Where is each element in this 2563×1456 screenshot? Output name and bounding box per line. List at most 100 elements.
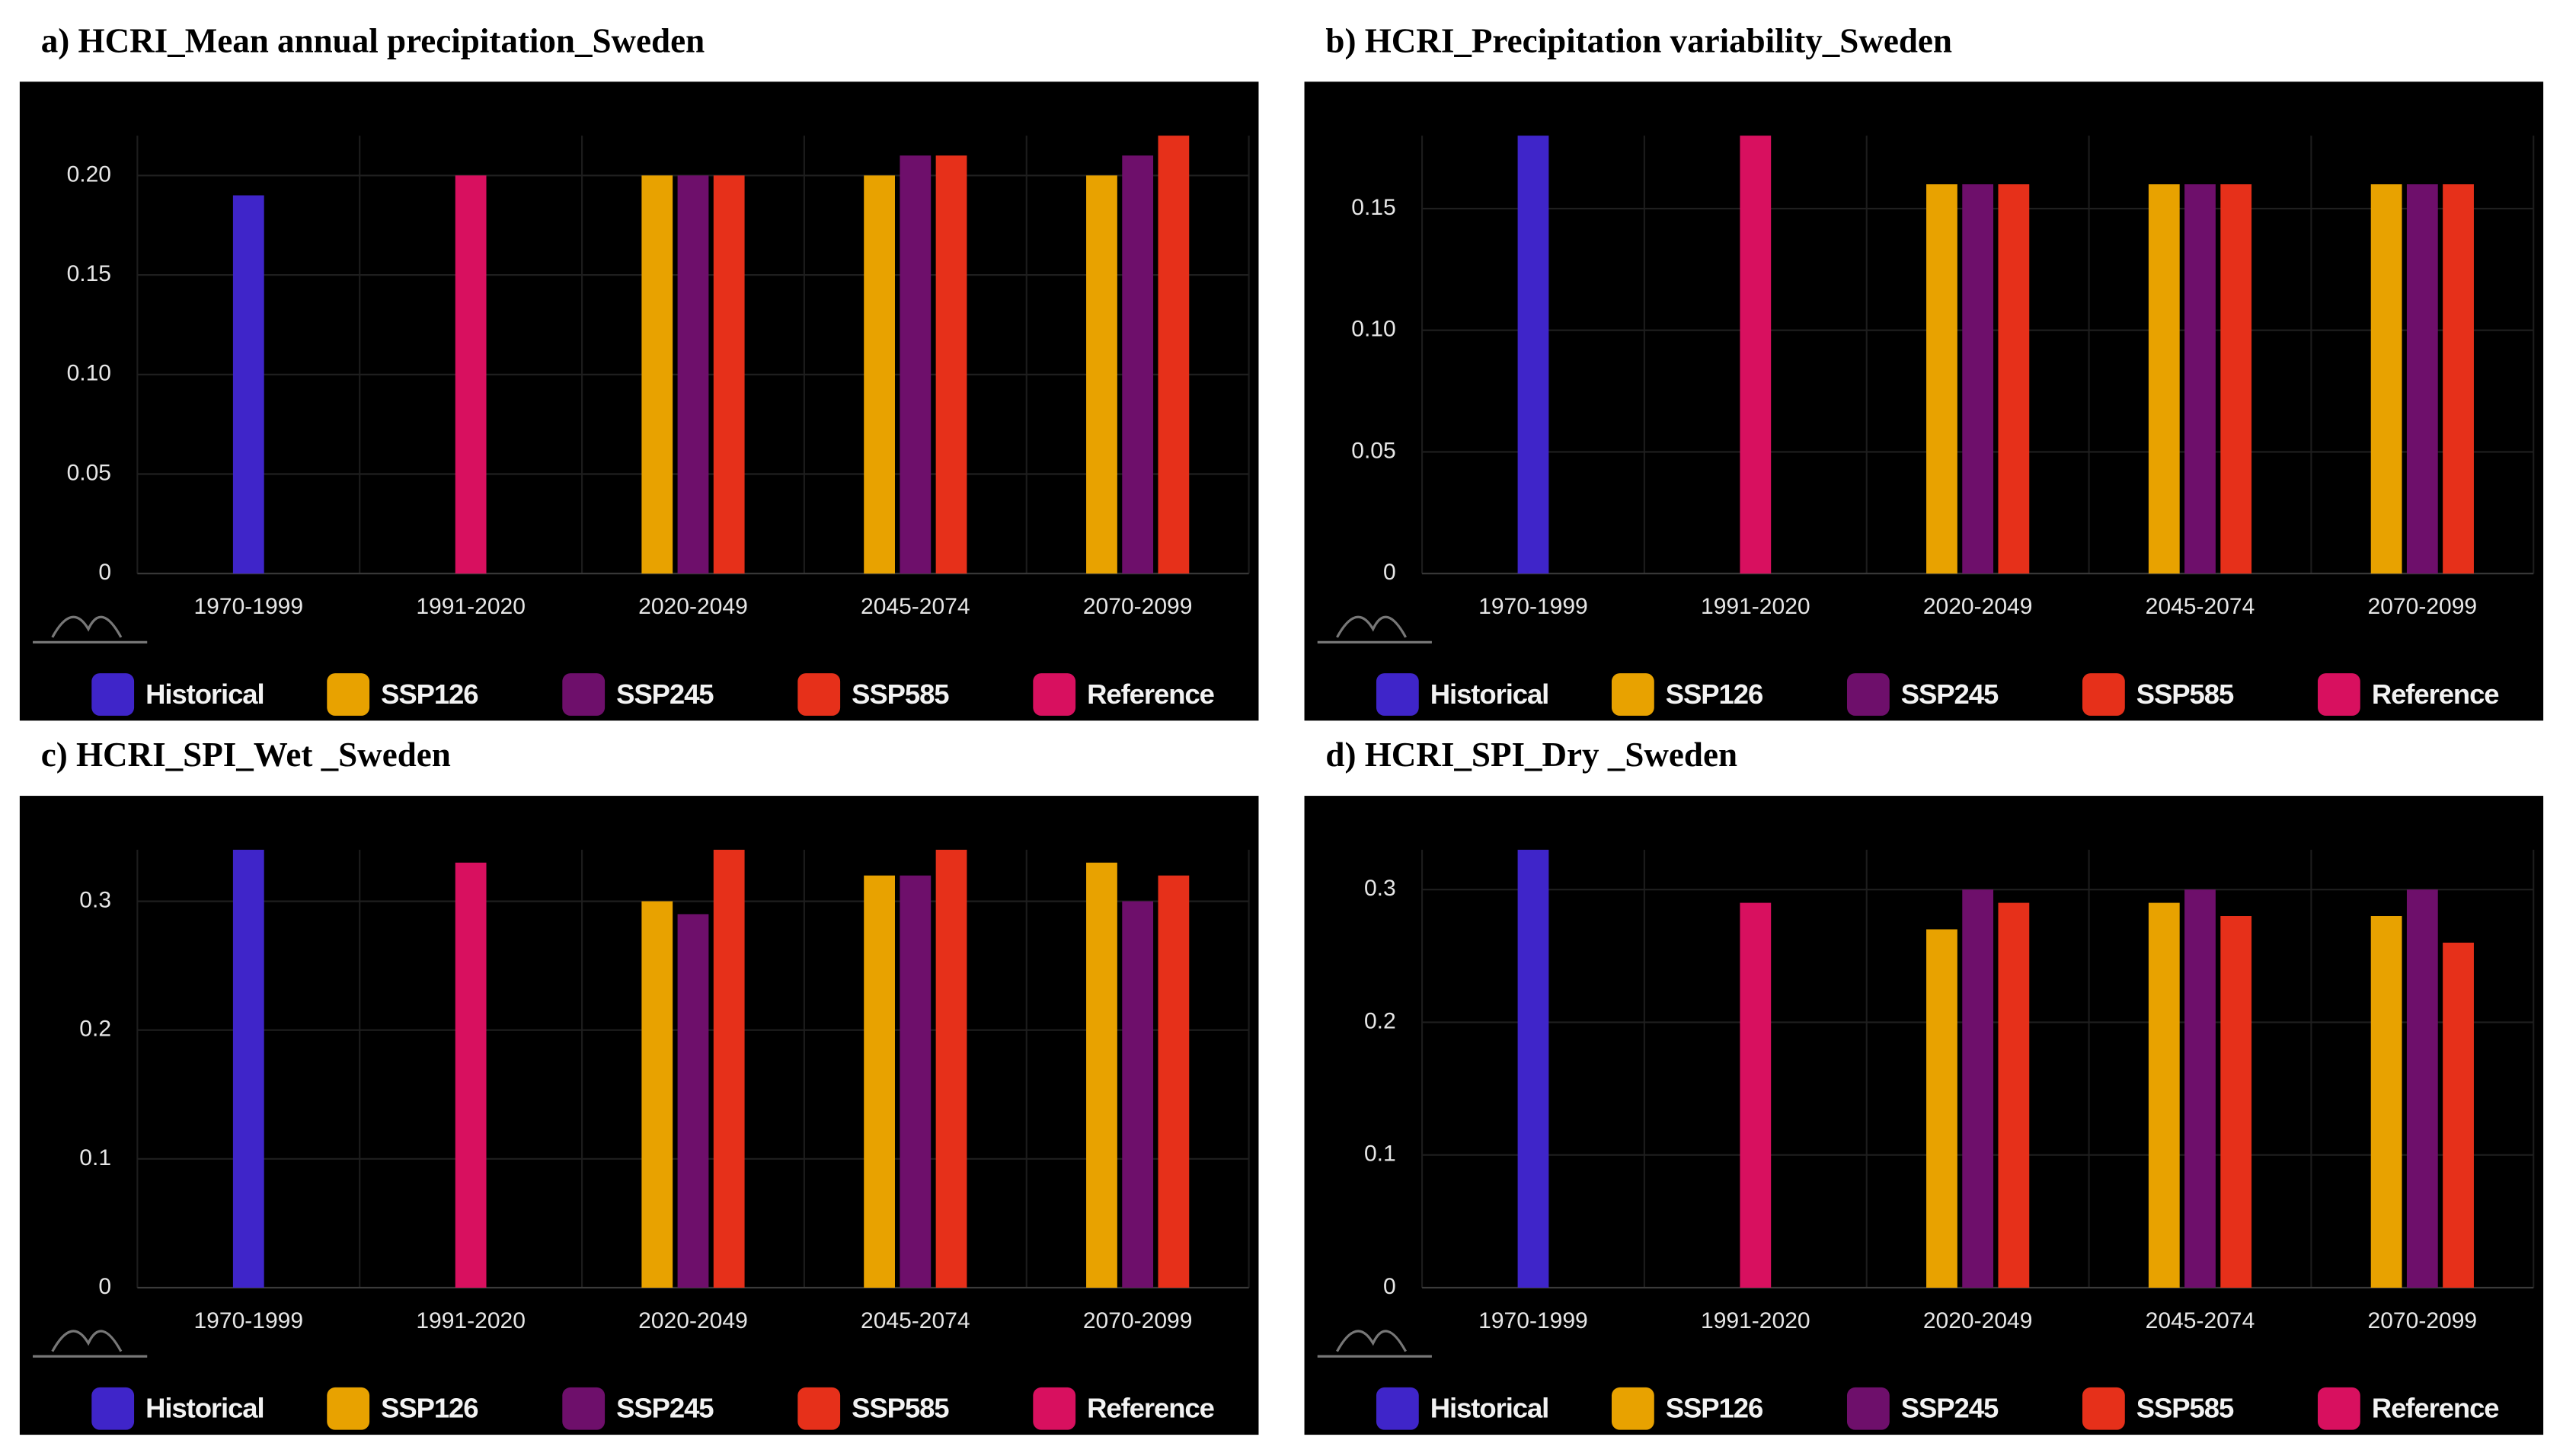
x-tick-label: 1970-1999 bbox=[193, 594, 303, 619]
bar bbox=[1086, 175, 1117, 574]
legend-swatch bbox=[797, 673, 841, 716]
bar bbox=[2220, 916, 2252, 1288]
bar bbox=[1740, 136, 1772, 574]
bar bbox=[1122, 901, 1154, 1288]
legend-label: SSP126 bbox=[381, 1393, 478, 1424]
legend-swatch bbox=[91, 673, 135, 716]
x-tick-label: 2070-2099 bbox=[2368, 594, 2478, 619]
bar bbox=[455, 175, 487, 574]
bar bbox=[2443, 184, 2474, 574]
legend-label: Historical bbox=[145, 1393, 264, 1424]
bar bbox=[641, 175, 673, 574]
bar bbox=[1962, 889, 1994, 1288]
chart-background bbox=[19, 81, 1259, 721]
legend-swatch bbox=[327, 1387, 370, 1430]
y-tick-label: 0.15 bbox=[67, 261, 111, 286]
chart-title: c) HCRI_SPI_Wet _Sweden bbox=[41, 736, 451, 774]
x-tick-label: 2045-2074 bbox=[2146, 1308, 2255, 1333]
legend-label: SSP585 bbox=[2136, 1393, 2234, 1424]
y-tick-label: 0 bbox=[98, 1274, 111, 1299]
y-tick-label: 0.1 bbox=[79, 1145, 111, 1170]
y-tick-label: 0 bbox=[1383, 1274, 1396, 1299]
legend-label: SSP245 bbox=[616, 679, 714, 710]
bar bbox=[2370, 916, 2402, 1288]
y-tick-label: 0.2 bbox=[79, 1017, 111, 1042]
y-tick-label: 0.05 bbox=[67, 460, 111, 485]
bar bbox=[641, 901, 673, 1288]
x-tick-label: 2020-2049 bbox=[638, 1308, 748, 1333]
legend-swatch bbox=[1376, 1387, 1419, 1430]
legend-swatch bbox=[1033, 673, 1076, 716]
x-tick-label: 2020-2049 bbox=[1923, 594, 2033, 619]
zoom-icon bbox=[1317, 615, 1432, 643]
legend-swatch bbox=[1846, 673, 1890, 716]
bar bbox=[864, 175, 895, 574]
legend-label: SSP585 bbox=[852, 679, 949, 710]
zoom-icon bbox=[33, 615, 148, 643]
legend-label: SSP585 bbox=[2136, 679, 2234, 710]
legend-swatch bbox=[1376, 673, 1419, 716]
bar bbox=[1740, 902, 1772, 1288]
bar bbox=[935, 155, 967, 574]
chart-title: d) HCRI_SPI_Dry _Sweden bbox=[1325, 736, 1737, 774]
bar bbox=[1517, 849, 1549, 1288]
bar bbox=[900, 875, 932, 1288]
bar bbox=[2148, 184, 2180, 574]
x-tick-label: 1991-2020 bbox=[1701, 594, 1810, 619]
y-tick-label: 0 bbox=[98, 560, 111, 585]
bar bbox=[1926, 184, 1957, 574]
y-tick-label: 0.10 bbox=[67, 361, 111, 386]
bar bbox=[2220, 184, 2252, 574]
zoom-icon bbox=[1317, 1330, 1432, 1358]
bar bbox=[232, 195, 264, 574]
bar bbox=[677, 175, 709, 574]
bar bbox=[677, 914, 709, 1288]
legend-swatch bbox=[327, 673, 370, 716]
legend-label: SSP126 bbox=[1666, 1393, 1762, 1424]
legend-label: SSP245 bbox=[616, 1393, 714, 1424]
bar bbox=[1962, 184, 1994, 574]
bar bbox=[900, 155, 932, 574]
bar bbox=[1998, 902, 2030, 1288]
legend-label: SSP585 bbox=[852, 1393, 949, 1424]
x-tick-label: 2045-2074 bbox=[2146, 594, 2255, 619]
legend-swatch bbox=[91, 1387, 135, 1430]
legend-label: Reference bbox=[2372, 1393, 2499, 1424]
y-tick-label: 0 bbox=[1383, 560, 1396, 585]
bar bbox=[2370, 184, 2402, 574]
x-tick-label: 2020-2049 bbox=[638, 594, 748, 619]
bar bbox=[2148, 902, 2180, 1288]
x-tick-label: 2045-2074 bbox=[861, 594, 970, 619]
legend-swatch bbox=[1611, 1387, 1654, 1430]
legend-label: SSP245 bbox=[1901, 679, 1999, 710]
legend-swatch bbox=[1846, 1387, 1890, 1430]
x-tick-label: 2045-2074 bbox=[861, 1308, 970, 1333]
y-tick-label: 0.3 bbox=[1364, 876, 1396, 901]
x-tick-label: 2070-2099 bbox=[1083, 594, 1193, 619]
bar bbox=[2406, 184, 2438, 574]
y-tick-label: 0.10 bbox=[1351, 317, 1395, 342]
x-tick-label: 1970-1999 bbox=[1478, 594, 1588, 619]
legend-label: Historical bbox=[1430, 1393, 1548, 1424]
x-tick-label: 1991-2020 bbox=[1701, 1308, 1810, 1333]
bar bbox=[2184, 184, 2216, 574]
x-tick-label: 2070-2099 bbox=[2368, 1308, 2478, 1333]
bar bbox=[2406, 889, 2438, 1288]
legend-swatch bbox=[2318, 673, 2360, 716]
chart-title: b) HCRI_Precipitation variability_Sweden bbox=[1325, 21, 1952, 59]
legend-swatch bbox=[562, 673, 606, 716]
bar bbox=[232, 849, 264, 1288]
x-tick-label: 1991-2020 bbox=[416, 1308, 526, 1333]
bar bbox=[713, 849, 745, 1288]
chart-background bbox=[1304, 81, 2544, 721]
legend-swatch bbox=[1033, 1387, 1076, 1430]
bar bbox=[713, 175, 745, 574]
bar bbox=[2184, 889, 2216, 1288]
legend-label: Reference bbox=[1087, 679, 1214, 710]
x-tick-label: 1970-1999 bbox=[1478, 1308, 1588, 1333]
legend-label: SSP126 bbox=[381, 679, 478, 710]
x-tick-label: 2020-2049 bbox=[1923, 1308, 2033, 1333]
bar bbox=[1926, 929, 1957, 1288]
bar bbox=[1122, 155, 1154, 574]
